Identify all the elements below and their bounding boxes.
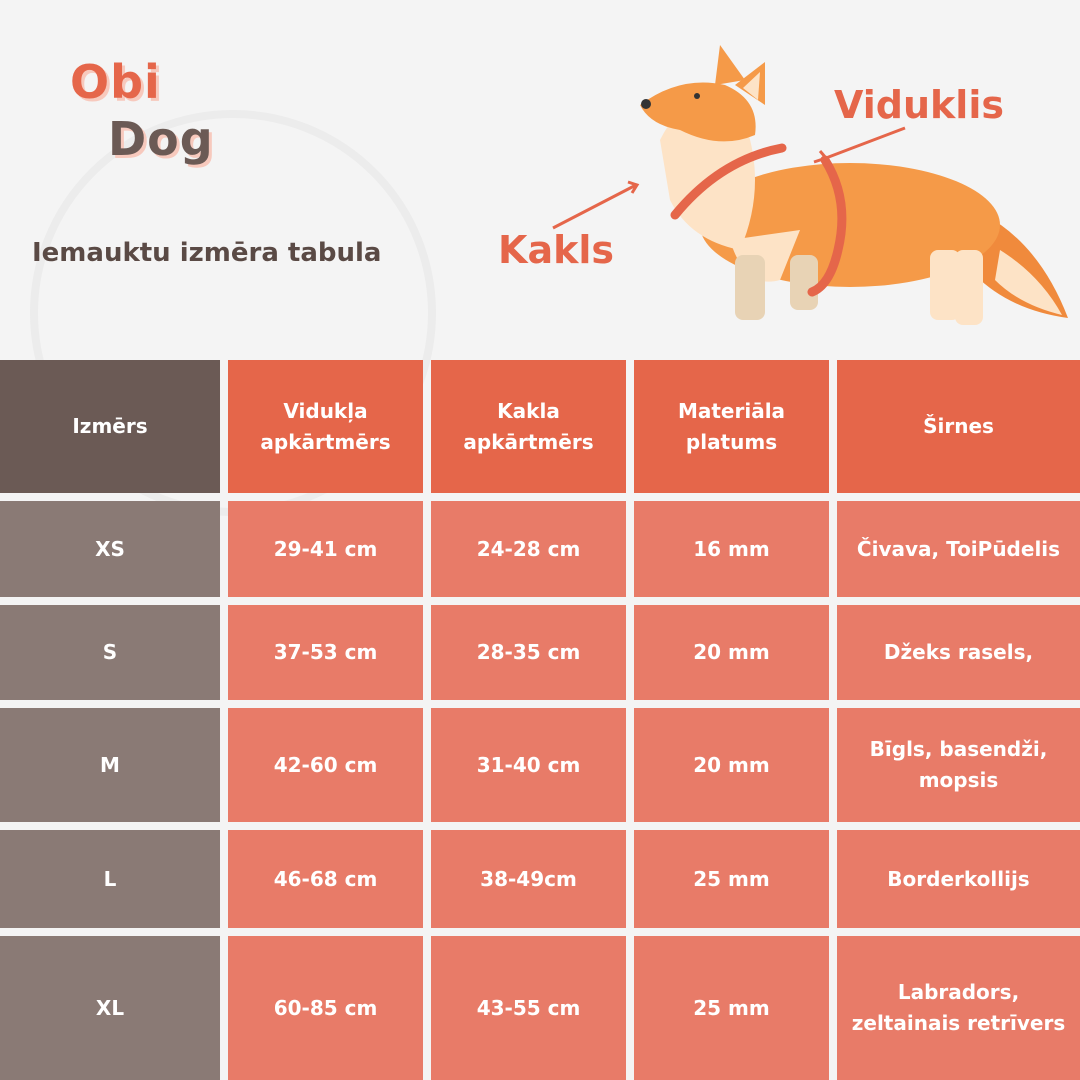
header-cell: Izmērs — [0, 360, 220, 493]
header-cell: Širnes — [837, 360, 1080, 493]
table-cell: Čivava, ToiPūdelis — [837, 501, 1080, 597]
table-cell: 25 mm — [634, 936, 829, 1080]
logo: Dog — [108, 112, 214, 166]
table-cell: 28-35 cm — [431, 605, 626, 700]
table-cell: 60-85 cm — [228, 936, 423, 1080]
table-cell: 38-49cm — [431, 830, 626, 928]
table-cell: 43-55 cm — [431, 936, 626, 1080]
table-cell: 25 mm — [634, 830, 829, 928]
table-cell: 24-28 cm — [431, 501, 626, 597]
table-cell: 37-53 cm — [228, 605, 423, 700]
table-cell: 31-40 cm — [431, 708, 626, 822]
table-cell: Bīgls, basendži, mopsis — [837, 708, 1080, 822]
table-cell: 29-41 cm — [228, 501, 423, 597]
waist-label: Viduklis — [834, 83, 1004, 127]
header-cell: Vidukļa apkārtmērs — [228, 360, 423, 493]
table-cell: S — [0, 605, 220, 700]
table-cell: 20 mm — [634, 605, 829, 700]
neck-label: Kakls — [498, 228, 615, 272]
table-cell: 20 mm — [634, 708, 829, 822]
table-cell: Labradors, zeltainais retrīvers — [837, 936, 1080, 1080]
table-cell: Borderkollijs — [837, 830, 1080, 928]
table-cell: 16 mm — [634, 501, 829, 597]
header-cell: Materiāla platums — [634, 360, 829, 493]
table-cell: Džeks rasels, — [837, 605, 1080, 700]
table-cell: L — [0, 830, 220, 928]
header-cell: Kakla apkārtmērs — [431, 360, 626, 493]
table-cell: M — [0, 708, 220, 822]
subtitle: Iemauktu izmēra tabula — [32, 238, 382, 268]
logo: Obi — [70, 55, 161, 109]
table-cell: 46-68 cm — [228, 830, 423, 928]
table-cell: 42-60 cm — [228, 708, 423, 822]
dog-illustration — [552, 45, 1068, 325]
table-cell: XS — [0, 501, 220, 597]
table-cell: XL — [0, 936, 220, 1080]
